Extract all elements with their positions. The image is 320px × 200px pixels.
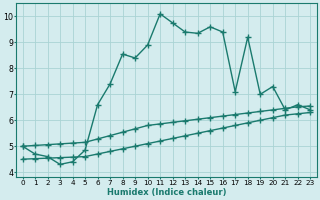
X-axis label: Humidex (Indice chaleur): Humidex (Indice chaleur) <box>107 188 226 197</box>
